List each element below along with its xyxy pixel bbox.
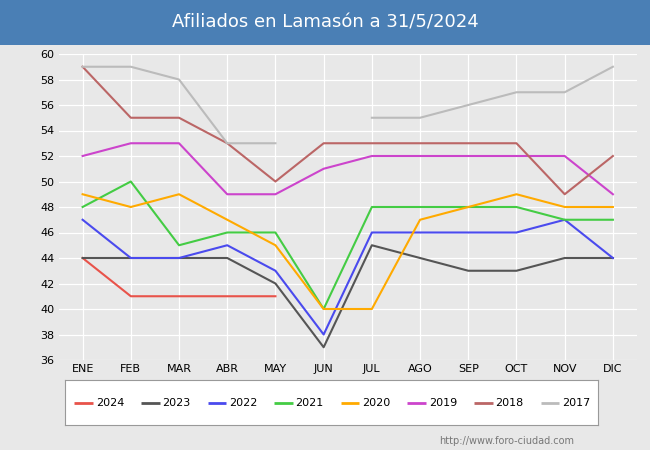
2019 — [513, 153, 521, 159]
2018 — [561, 192, 569, 197]
2022 — [368, 230, 376, 235]
2018 — [272, 179, 280, 184]
2020 — [609, 204, 617, 210]
2022 — [127, 255, 135, 261]
2021 — [609, 217, 617, 222]
2020 — [272, 243, 280, 248]
Text: Afiliados en Lamasón a 31/5/2024: Afiliados en Lamasón a 31/5/2024 — [172, 14, 478, 32]
2023 — [464, 268, 472, 274]
2022 — [175, 255, 183, 261]
2019 — [79, 153, 86, 159]
2023 — [416, 255, 424, 261]
Text: http://www.foro-ciudad.com: http://www.foro-ciudad.com — [439, 436, 575, 446]
2019 — [272, 192, 280, 197]
2019 — [127, 140, 135, 146]
2020 — [513, 192, 521, 197]
2022 — [464, 230, 472, 235]
2021 — [513, 204, 521, 210]
Text: 2020: 2020 — [362, 398, 391, 408]
2018 — [224, 140, 231, 146]
2023 — [175, 255, 183, 261]
2017 — [416, 115, 424, 121]
2020 — [320, 306, 328, 312]
2021 — [416, 204, 424, 210]
2022 — [513, 230, 521, 235]
2021 — [79, 204, 86, 210]
Line: 2023: 2023 — [83, 245, 613, 347]
2023 — [320, 345, 328, 350]
2017 — [464, 102, 472, 108]
2020 — [224, 217, 231, 222]
2021 — [224, 230, 231, 235]
2019 — [416, 153, 424, 159]
Line: 2020: 2020 — [83, 194, 613, 309]
Line: 2018: 2018 — [83, 67, 613, 194]
Line: 2022: 2022 — [83, 220, 613, 334]
2022 — [79, 217, 86, 222]
2019 — [224, 192, 231, 197]
2023 — [224, 255, 231, 261]
Text: 2019: 2019 — [429, 398, 457, 408]
2018 — [320, 140, 328, 146]
Text: 2018: 2018 — [495, 398, 524, 408]
2022 — [224, 243, 231, 248]
2017 — [513, 90, 521, 95]
2023 — [368, 243, 376, 248]
2018 — [464, 140, 472, 146]
2023 — [609, 255, 617, 261]
Text: 2021: 2021 — [296, 398, 324, 408]
2023 — [272, 281, 280, 286]
2020 — [175, 192, 183, 197]
2020 — [464, 204, 472, 210]
2020 — [368, 306, 376, 312]
2018 — [368, 140, 376, 146]
2020 — [416, 217, 424, 222]
2023 — [513, 268, 521, 274]
2022 — [272, 268, 280, 274]
2022 — [416, 230, 424, 235]
Line: 2017: 2017 — [372, 67, 613, 118]
2019 — [609, 192, 617, 197]
2018 — [175, 115, 183, 121]
Text: 2017: 2017 — [562, 398, 590, 408]
2021 — [127, 179, 135, 184]
2023 — [79, 255, 86, 261]
2023 — [561, 255, 569, 261]
Line: 2021: 2021 — [83, 181, 613, 309]
2021 — [561, 217, 569, 222]
2020 — [79, 192, 86, 197]
2022 — [561, 217, 569, 222]
Text: 2022: 2022 — [229, 398, 257, 408]
2019 — [175, 140, 183, 146]
2021 — [320, 306, 328, 312]
2019 — [368, 153, 376, 159]
Text: 2024: 2024 — [96, 398, 124, 408]
2019 — [561, 153, 569, 159]
2018 — [513, 140, 521, 146]
2018 — [416, 140, 424, 146]
2018 — [609, 153, 617, 159]
2017 — [609, 64, 617, 69]
2021 — [175, 243, 183, 248]
2021 — [272, 230, 280, 235]
2020 — [127, 204, 135, 210]
Line: 2019: 2019 — [83, 143, 613, 194]
2020 — [561, 204, 569, 210]
2022 — [320, 332, 328, 337]
2021 — [464, 204, 472, 210]
2017 — [368, 115, 376, 121]
2017 — [561, 90, 569, 95]
Text: 2023: 2023 — [162, 398, 190, 408]
2018 — [127, 115, 135, 121]
2022 — [609, 255, 617, 261]
2019 — [464, 153, 472, 159]
2018 — [79, 64, 86, 69]
2021 — [368, 204, 376, 210]
2023 — [127, 255, 135, 261]
2019 — [320, 166, 328, 171]
